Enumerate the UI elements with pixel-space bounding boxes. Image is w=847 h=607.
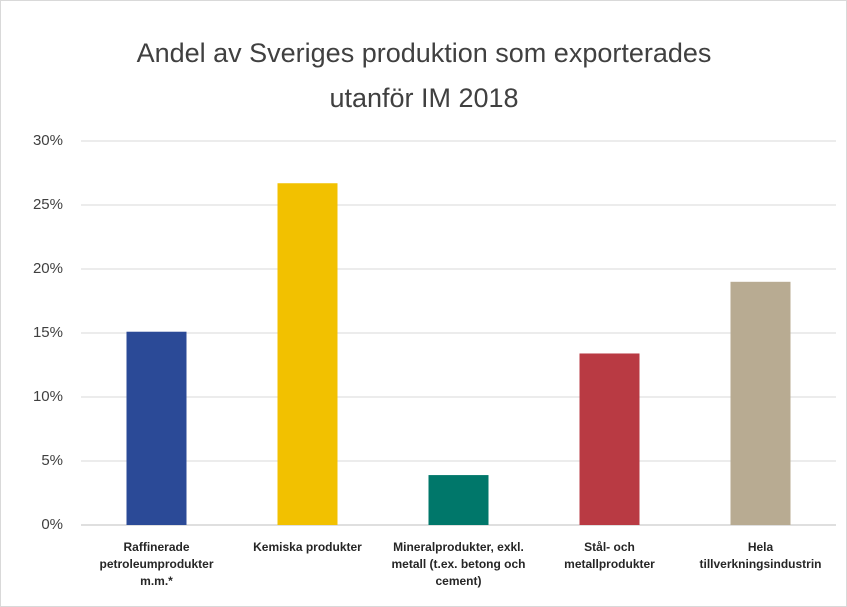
x-tick-label: Raffinerade petroleumprodukter m.m.* <box>99 540 214 588</box>
y-tick-label: 20% <box>33 260 63 277</box>
y-tick-label: 5% <box>41 452 63 469</box>
bar <box>730 281 791 525</box>
x-tick-label: Hela tillverkningsindustrin <box>699 540 822 571</box>
chart-title: Andel av Sveriges produktion som exporte… <box>136 38 712 113</box>
y-tick-label: 15% <box>33 324 63 341</box>
y-tick-label: 0% <box>41 516 63 533</box>
bar <box>277 183 338 526</box>
bar <box>428 475 489 525</box>
y-tick-label: 30% <box>33 132 63 149</box>
y-tick-label: 10% <box>33 388 63 405</box>
x-tick-label: Mineralprodukter, exkl. metall (t.ex. be… <box>391 540 526 588</box>
bar <box>126 331 187 525</box>
x-tick-label: Kemiska produkter <box>253 540 362 554</box>
bar <box>579 353 640 525</box>
x-tick-label: Stål- och metallprodukter <box>564 540 655 571</box>
y-tick-label: 25% <box>33 196 63 213</box>
